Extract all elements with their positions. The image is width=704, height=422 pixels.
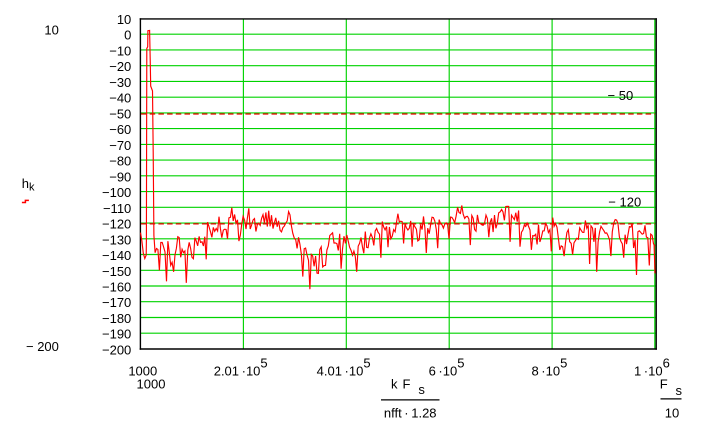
svg-text:−200: −200	[102, 343, 131, 358]
svg-text:−170: −170	[102, 295, 131, 310]
svg-text:10: 10	[44, 23, 58, 38]
svg-text:k: k	[391, 377, 398, 392]
svg-text:−140: −140	[102, 248, 131, 263]
svg-text:nfft · 1.28: nfft · 1.28	[384, 405, 437, 420]
svg-text:−100: −100	[102, 185, 131, 200]
svg-text:−60: −60	[109, 122, 131, 137]
svg-text:F: F	[660, 377, 668, 392]
svg-text:1000: 1000	[128, 363, 157, 378]
svg-text:−190: −190	[102, 327, 131, 342]
svg-text:−120: −120	[102, 217, 131, 232]
svg-text:10: 10	[665, 405, 679, 420]
svg-text:− 200: − 200	[26, 339, 59, 354]
svg-text:−20: −20	[109, 59, 131, 74]
svg-text:1000: 1000	[137, 376, 166, 391]
svg-text:0: 0	[124, 28, 131, 43]
svg-text:−10: −10	[109, 43, 131, 58]
svg-text:10: 10	[117, 12, 131, 27]
svg-text:−50: −50	[109, 106, 131, 121]
svg-text:−130: −130	[102, 232, 131, 247]
svg-text:−150: −150	[102, 264, 131, 279]
svg-text:−160: −160	[102, 280, 131, 295]
svg-text:−180: −180	[102, 311, 131, 326]
svg-text:− 120: − 120	[608, 194, 641, 209]
svg-text:−110: −110	[103, 201, 131, 216]
svg-text:− 50: − 50	[608, 88, 634, 103]
svg-text:s: s	[676, 383, 683, 398]
svg-text:−40: −40	[109, 91, 131, 106]
svg-text:−90: −90	[109, 169, 131, 184]
svg-text:−30: −30	[109, 75, 131, 90]
svg-text:s: s	[418, 382, 425, 397]
svg-text:−80: −80	[109, 154, 131, 169]
svg-text:−70: −70	[109, 138, 131, 153]
svg-text:F: F	[403, 377, 411, 392]
